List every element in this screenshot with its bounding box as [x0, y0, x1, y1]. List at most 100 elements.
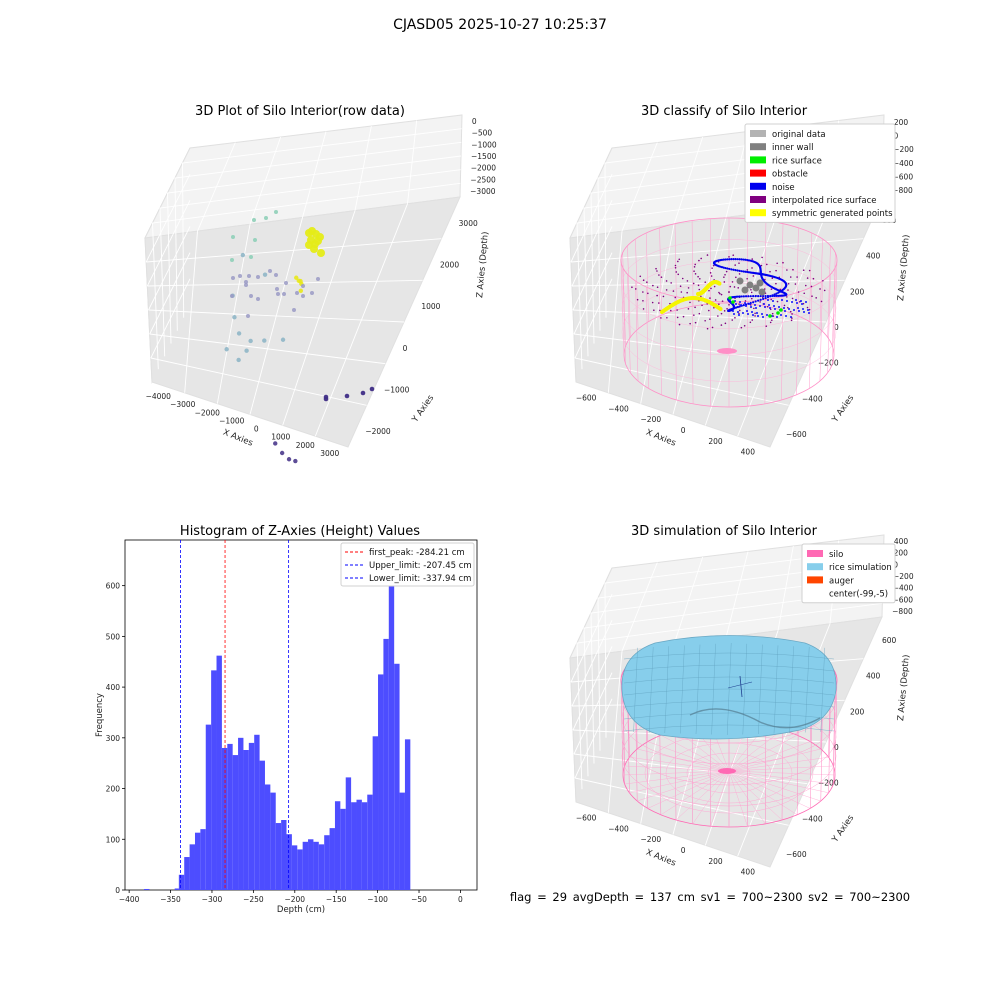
plot2-data-point [733, 313, 735, 315]
plot2-silo-wall-line [620, 259, 625, 356]
plot4-silo-floor-center [718, 768, 736, 774]
plot2-data-point [639, 275, 642, 278]
plot2-data-point [693, 270, 695, 272]
plot2-ztick-label: −400 [893, 159, 914, 168]
plot4-silo-floor-spoke [728, 748, 821, 772]
histogram-title: Histogram of Z-Axies (Height) Values [179, 524, 421, 539]
plot1-data-point [275, 287, 279, 291]
histogram-xtick-label: −300 [202, 895, 223, 904]
plot2-data-point [675, 271, 678, 273]
plot2-data-point [722, 266, 725, 269]
plot1-z-axis-label: Z Axies (Depth) [475, 231, 491, 298]
plot4-ytick-label: 200 [850, 707, 865, 716]
histogram-bar [221, 747, 228, 890]
plot2-silo-wall-line [627, 274, 631, 373]
plot1-ztick-label: −500 [472, 129, 493, 138]
plot2-data-point [761, 256, 763, 259]
plot2-silo-wall-line [691, 299, 694, 404]
plot4-silo-floor-spoke [647, 741, 730, 772]
histogram-bar [232, 755, 239, 890]
plot2-data-point [725, 270, 728, 273]
plot2-data-point [770, 298, 772, 301]
plot2-silo-wall-line [832, 267, 836, 365]
plot4-silo-floor-spoke [728, 770, 821, 802]
plot2-data-point [631, 286, 633, 288]
plot1-ztick-label: −1500 [471, 152, 497, 161]
plot2-data-point [686, 291, 688, 294]
plot4-ztick-label: −600 [892, 595, 913, 604]
plot4-rice-mesh-line [820, 647, 825, 733]
plot2-data-point [790, 319, 793, 322]
histogram-bar [383, 638, 389, 890]
plot2-data-point [677, 260, 679, 263]
plot2-data-point [734, 264, 736, 266]
plot1-xtick-label: 2000 [296, 441, 315, 450]
histogram-bar [302, 841, 309, 890]
plot1-data-point [236, 331, 242, 336]
plot2-xtick-label: 400 [741, 448, 756, 457]
plot2-data-point [803, 292, 806, 295]
plot1-data-point [274, 210, 278, 214]
plot1-data-point [246, 314, 250, 318]
plot1-ztick-label: 0 [472, 117, 477, 126]
plot2-data-point [795, 299, 797, 301]
plot2-data-point [726, 258, 729, 261]
status-footer: flag = 29 avgDepth = 137 cm sv1 = 700~23… [509, 890, 911, 904]
plot2-data-point [689, 301, 691, 304]
plot1-data-point [232, 315, 237, 320]
plot4-rice-mesh-line [695, 644, 701, 735]
plot2-data-point [804, 284, 807, 287]
plot2-silo-ring [621, 260, 837, 356]
plot2-data-point [791, 313, 793, 315]
plot2-data-point [778, 294, 782, 297]
plot2-data-point [808, 308, 811, 311]
plot2-data-point [742, 270, 745, 273]
histogram-ytick-label: 600 [106, 582, 121, 591]
histogram-xtick-label: −200 [284, 895, 305, 904]
plot2-data-point [734, 258, 737, 261]
plot2-data-point [740, 258, 743, 261]
plot2-data-point [700, 295, 702, 298]
plot1-data-point [253, 238, 257, 242]
plot2-silo-ring [621, 282, 837, 382]
plot2-data-point [687, 287, 690, 289]
plot2-data-point [692, 282, 695, 285]
plot2-data-point [752, 301, 755, 304]
plot1-data-point [238, 274, 242, 278]
plot1-data-point [293, 458, 298, 464]
histogram-bar [243, 750, 249, 890]
plot2-data-point [732, 254, 735, 257]
plot4-legend: silo rice simulation auger center(-99,-5) [801, 543, 896, 604]
plot2-data-point [815, 297, 817, 299]
plot2-data-point [792, 268, 794, 271]
plot2-data-point [718, 292, 721, 295]
plot1-xtick-label: 1000 [271, 433, 290, 442]
plot1-xtick-label: 0 [254, 425, 259, 434]
plot2-data-point [806, 306, 809, 309]
plot2-data-point [819, 288, 821, 290]
plot2-data-point [740, 326, 743, 329]
plot2-legend-swatch [750, 143, 766, 151]
plot1-ztick-label: −3000 [470, 187, 496, 196]
plot2-data-point [730, 258, 733, 261]
plot2-data-point [742, 304, 745, 307]
plot2-data-point [770, 288, 773, 290]
plot2-data-point [736, 305, 740, 309]
plot4-title: 3D simulation of Silo Interior [631, 524, 817, 539]
plot4-grid-line [604, 548, 884, 738]
histogram-bar [404, 739, 411, 890]
histogram-legend-label: first_peak: -284.21 cm [369, 548, 465, 558]
plot2-data-point [751, 311, 753, 313]
plot4-silo-floor-spoke [728, 770, 836, 776]
plot1-data-point [280, 337, 286, 342]
plot2-data-point [749, 303, 751, 305]
plot2-data-point [737, 287, 740, 289]
plot4-silo-floor-spoke [728, 770, 811, 809]
plot2-ztick-label: 0 [894, 132, 899, 141]
histogram-bar [351, 802, 357, 890]
plot1-ytick-label: −1000 [384, 386, 410, 395]
plot2-data-point [760, 264, 763, 267]
plot1-ztick-label: −1000 [471, 140, 497, 149]
plot2-data-point [756, 279, 764, 287]
plot1-data-point [369, 386, 375, 392]
